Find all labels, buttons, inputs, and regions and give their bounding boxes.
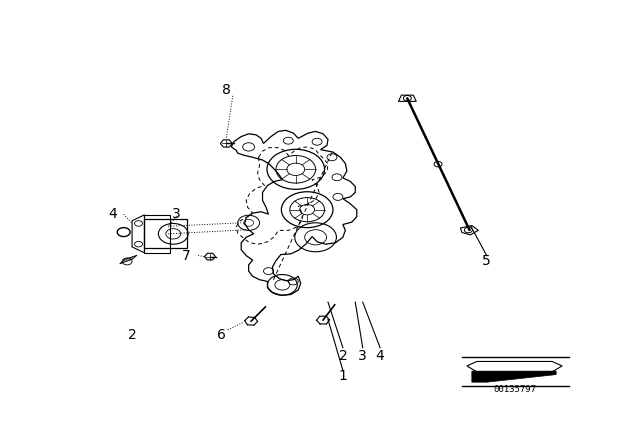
Text: 5: 5 bbox=[483, 254, 491, 268]
Text: 2: 2 bbox=[128, 328, 136, 342]
Text: 3: 3 bbox=[172, 207, 181, 221]
Text: 00135797: 00135797 bbox=[493, 384, 536, 393]
Text: 8: 8 bbox=[222, 83, 231, 97]
Text: 7: 7 bbox=[182, 249, 191, 263]
Text: 4: 4 bbox=[108, 207, 116, 221]
Text: 6: 6 bbox=[217, 328, 226, 342]
Polygon shape bbox=[472, 371, 556, 382]
Text: 2: 2 bbox=[339, 349, 348, 362]
Text: 4: 4 bbox=[376, 349, 385, 362]
Text: 1: 1 bbox=[339, 369, 348, 383]
Text: 3: 3 bbox=[358, 349, 367, 362]
Polygon shape bbox=[120, 255, 137, 264]
